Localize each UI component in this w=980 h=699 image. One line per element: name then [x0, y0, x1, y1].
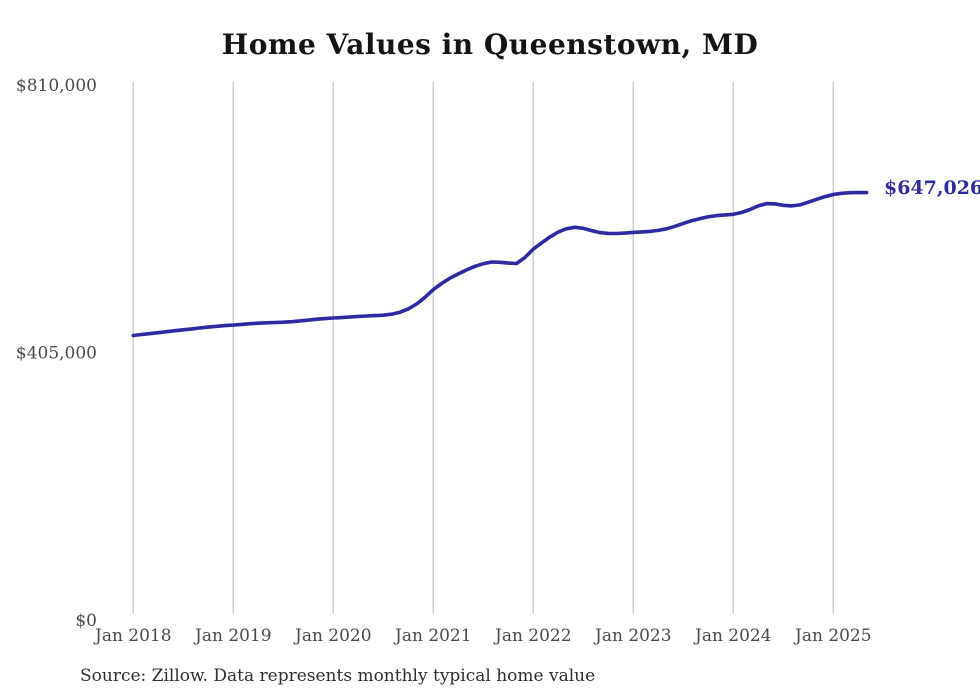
- x-tick-label: Jan 2019: [193, 626, 272, 646]
- x-tick-label: Jan 2018: [93, 626, 172, 646]
- x-tick-label: Jan 2024: [693, 626, 772, 646]
- source-note: Source: Zillow. Data represents monthly …: [80, 666, 596, 686]
- chart-title: Home Values in Queenstown, MD: [221, 28, 759, 61]
- y-tick-label: $810,000: [16, 76, 97, 96]
- x-tick-label: Jan 2022: [493, 626, 572, 646]
- latest-value-label: $647,026: [884, 177, 980, 199]
- y-tick-label: $405,000: [16, 344, 97, 364]
- home-value-line: [131, 190, 869, 338]
- x-tick-label: Jan 2023: [593, 626, 672, 646]
- x-tick-label: Jan 2020: [293, 626, 372, 646]
- x-tick-label: Jan 2021: [393, 626, 472, 646]
- y-tick-label: $0: [75, 611, 97, 631]
- x-tick-label: Jan 2025: [793, 626, 872, 646]
